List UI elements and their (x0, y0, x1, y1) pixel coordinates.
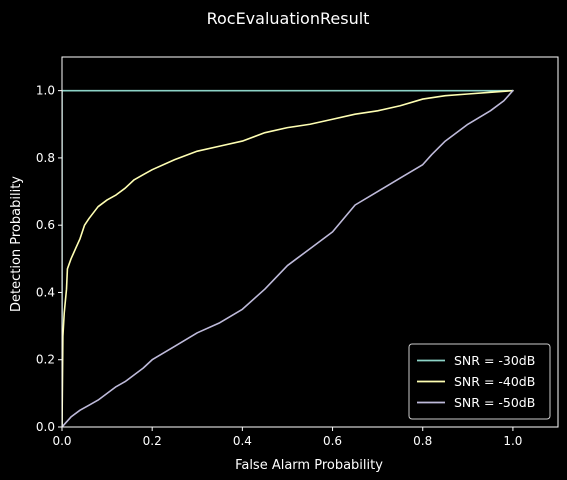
y-tick-label: 1.0 (36, 84, 55, 98)
series-line-2 (62, 89, 514, 427)
y-tick-label: 0.2 (36, 353, 55, 367)
x-tick-label: 0.6 (323, 434, 342, 448)
x-tick-label: 0.4 (233, 434, 252, 448)
series-lines (62, 89, 514, 427)
y-tick-label: 0.0 (36, 420, 55, 434)
x-tick-label: 0.2 (143, 434, 162, 448)
x-axis-label: False Alarm Probability (235, 458, 383, 473)
chart-title: RocEvaluationResult (207, 9, 370, 28)
y-tick-label: 0.6 (36, 218, 55, 232)
axes-frame (61, 56, 559, 428)
x-tick-label: 0.0 (52, 434, 71, 448)
x-axis-ticks: 0.0 0.2 0.4 0.6 0.8 1.0 (52, 427, 522, 448)
legend-label: SNR = -50dB (454, 395, 535, 410)
legend-label: SNR = -30dB (454, 353, 535, 368)
series-line-1 (62, 89, 514, 427)
y-tick-label: 0.4 (36, 285, 55, 299)
legend: SNR = -30dB SNR = -40dB SNR = -50dB (408, 343, 551, 420)
series-line-3 (62, 89, 514, 427)
x-tick-label: 1.0 (503, 434, 522, 448)
y-axis-ticks: 0.0 0.2 0.4 0.6 0.8 1.0 (36, 84, 62, 434)
legend-box (408, 343, 551, 420)
x-tick-label: 0.8 (413, 434, 432, 448)
y-axis-label: Detection Probability (9, 176, 24, 312)
y-tick-label: 0.8 (36, 151, 55, 165)
plot-area (61, 56, 559, 428)
legend-label: SNR = -40dB (454, 374, 535, 389)
